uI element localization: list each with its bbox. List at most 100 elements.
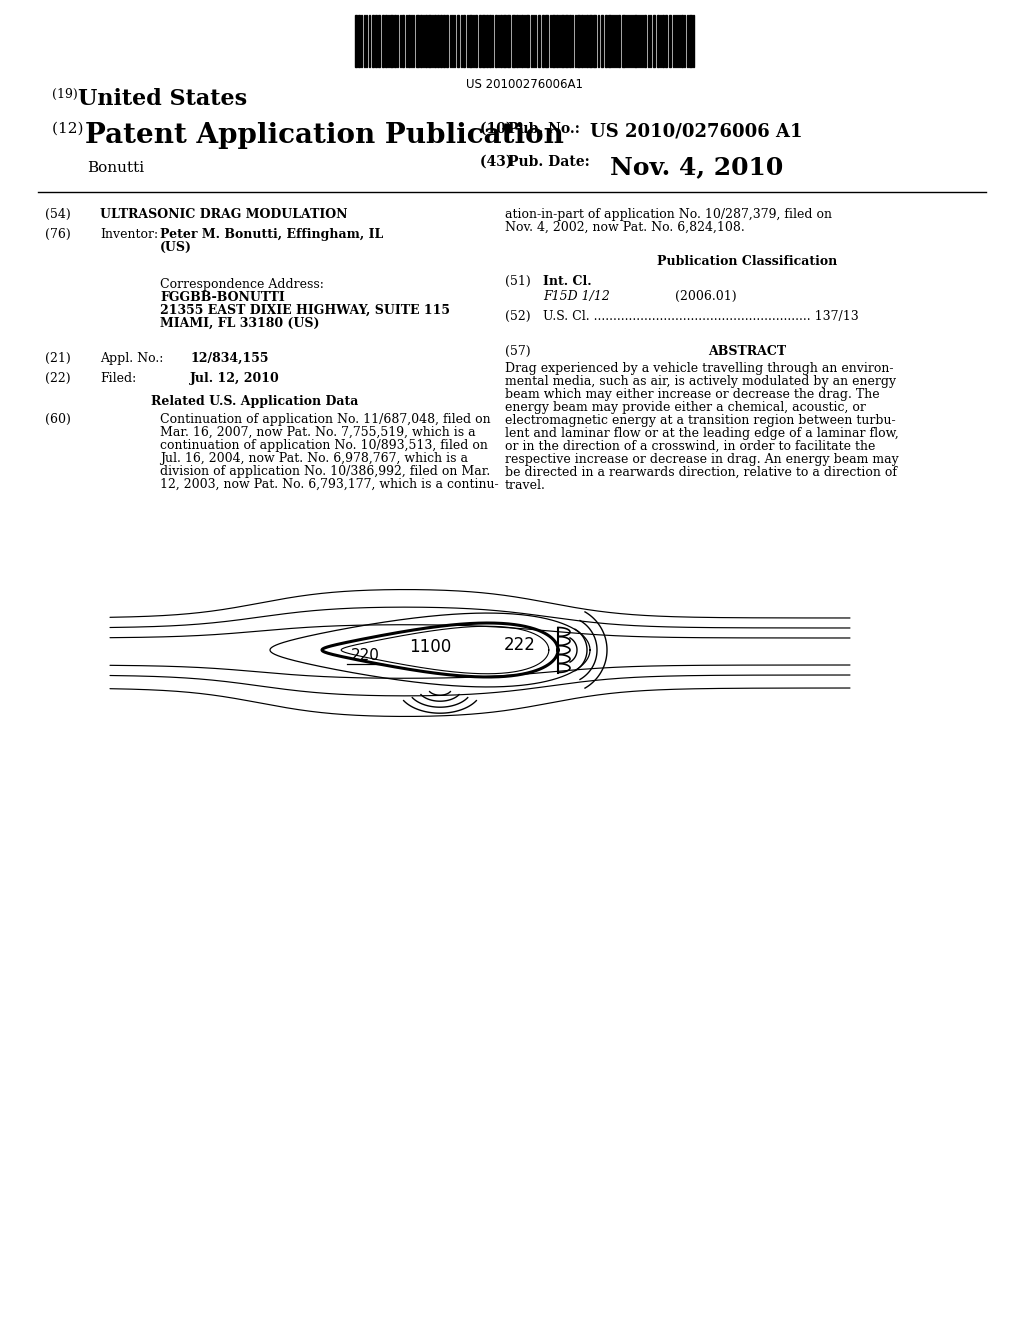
Bar bbox=[521, 15, 523, 67]
Bar bbox=[512, 15, 515, 67]
Text: (2006.01): (2006.01) bbox=[675, 290, 736, 304]
Text: (19): (19) bbox=[52, 88, 82, 102]
Text: mental media, such as air, is actively modulated by an energy: mental media, such as air, is actively m… bbox=[505, 375, 896, 388]
Bar bbox=[446, 15, 449, 67]
Bar bbox=[561, 15, 564, 67]
Bar bbox=[482, 15, 485, 67]
Bar bbox=[634, 15, 637, 67]
Bar bbox=[577, 15, 580, 67]
Text: US 2010/0276006 A1: US 2010/0276006 A1 bbox=[590, 121, 803, 140]
Bar bbox=[507, 15, 510, 67]
Bar bbox=[669, 15, 671, 67]
Text: Correspondence Address:: Correspondence Address: bbox=[160, 279, 324, 290]
Text: (54): (54) bbox=[45, 209, 71, 220]
Text: 220: 220 bbox=[350, 648, 380, 663]
Text: lent and laminar flow or at the leading edge of a laminar flow,: lent and laminar flow or at the leading … bbox=[505, 426, 899, 440]
Text: FGGBB-BONUTTI: FGGBB-BONUTTI bbox=[160, 290, 285, 304]
Bar bbox=[657, 15, 659, 67]
Bar bbox=[593, 15, 596, 67]
Bar bbox=[689, 15, 692, 67]
Text: (22): (22) bbox=[45, 372, 71, 385]
Text: division of application No. 10/386,992, filed on Mar.: division of application No. 10/386,992, … bbox=[160, 465, 490, 478]
Bar bbox=[469, 15, 472, 67]
Bar bbox=[622, 15, 625, 67]
Text: 12, 2003, now Pat. No. 6,793,177, which is a continu-: 12, 2003, now Pat. No. 6,793,177, which … bbox=[160, 478, 499, 491]
Bar bbox=[385, 15, 387, 67]
Text: (21): (21) bbox=[45, 352, 71, 366]
Text: 222: 222 bbox=[504, 636, 536, 653]
Text: travel.: travel. bbox=[505, 479, 546, 492]
Bar bbox=[402, 15, 404, 67]
Text: Nov. 4, 2002, now Pat. No. 6,824,108.: Nov. 4, 2002, now Pat. No. 6,824,108. bbox=[505, 220, 744, 234]
Text: Bonutti: Bonutti bbox=[87, 161, 144, 176]
Text: Filed:: Filed: bbox=[100, 372, 136, 385]
Bar bbox=[408, 15, 410, 67]
Bar bbox=[457, 15, 459, 67]
Bar bbox=[372, 15, 374, 67]
Text: MIAMI, FL 33180 (US): MIAMI, FL 33180 (US) bbox=[160, 317, 319, 330]
Bar bbox=[463, 15, 465, 67]
Bar bbox=[500, 15, 502, 67]
Text: Patent Application Publication: Patent Application Publication bbox=[85, 121, 564, 149]
Bar bbox=[644, 15, 646, 67]
Text: (43): (43) bbox=[480, 154, 517, 169]
Bar bbox=[681, 15, 683, 67]
Bar bbox=[440, 15, 442, 67]
Text: United States: United States bbox=[78, 88, 247, 110]
Bar bbox=[662, 15, 664, 67]
Bar bbox=[503, 15, 506, 67]
Bar bbox=[569, 15, 571, 67]
Text: ABSTRACT: ABSTRACT bbox=[709, 345, 786, 358]
Text: beam which may either increase or decrease the drag. The: beam which may either increase or decrea… bbox=[505, 388, 880, 401]
Bar bbox=[538, 15, 540, 67]
Bar bbox=[665, 15, 667, 67]
Text: (US): (US) bbox=[160, 242, 193, 253]
Text: (52): (52) bbox=[505, 310, 530, 323]
Bar bbox=[382, 15, 384, 67]
Text: continuation of application No. 10/893,513, filed on: continuation of application No. 10/893,5… bbox=[160, 440, 487, 451]
Bar bbox=[355, 15, 357, 67]
Bar bbox=[601, 15, 603, 67]
Text: Drag experienced by a vehicle travelling through an environ-: Drag experienced by a vehicle travelling… bbox=[505, 362, 894, 375]
Text: energy beam may provide either a chemical, acoustic, or: energy beam may provide either a chemica… bbox=[505, 401, 866, 414]
Text: Continuation of application No. 11/687,048, filed on: Continuation of application No. 11/687,0… bbox=[160, 413, 490, 426]
Text: Publication Classification: Publication Classification bbox=[657, 255, 838, 268]
Bar bbox=[526, 15, 529, 67]
Bar bbox=[475, 15, 477, 67]
Text: Mar. 16, 2007, now Pat. No. 7,755,519, which is a: Mar. 16, 2007, now Pat. No. 7,755,519, w… bbox=[160, 426, 475, 440]
Text: be directed in a rearwards direction, relative to a direction of: be directed in a rearwards direction, re… bbox=[505, 466, 897, 479]
Text: F15D 1/12: F15D 1/12 bbox=[543, 290, 610, 304]
Text: (76): (76) bbox=[45, 228, 71, 242]
Text: Peter M. Bonutti, Effingham, IL: Peter M. Bonutti, Effingham, IL bbox=[160, 228, 383, 242]
Text: respective increase or decrease in drag. An energy beam may: respective increase or decrease in drag.… bbox=[505, 453, 899, 466]
Bar bbox=[434, 15, 436, 67]
Bar bbox=[552, 15, 555, 67]
Bar bbox=[608, 15, 611, 67]
Text: Appl. No.:: Appl. No.: bbox=[100, 352, 164, 366]
Text: Pub. Date:: Pub. Date: bbox=[508, 154, 590, 169]
Text: Jul. 16, 2004, now Pat. No. 6,978,767, which is a: Jul. 16, 2004, now Pat. No. 6,978,767, w… bbox=[160, 451, 468, 465]
Bar bbox=[390, 15, 393, 67]
Bar bbox=[378, 15, 380, 67]
Text: (51): (51) bbox=[505, 275, 530, 288]
Text: electromagnetic energy at a transition region between turbu-: electromagnetic energy at a transition r… bbox=[505, 414, 896, 426]
Bar bbox=[542, 15, 544, 67]
Bar bbox=[589, 15, 592, 67]
Text: Nov. 4, 2010: Nov. 4, 2010 bbox=[610, 154, 783, 180]
Bar bbox=[586, 15, 588, 67]
Bar bbox=[486, 15, 488, 67]
Bar bbox=[425, 15, 427, 67]
Bar bbox=[556, 15, 558, 67]
Bar bbox=[618, 15, 620, 67]
Text: 21355 EAST DIXIE HIGHWAY, SUITE 115: 21355 EAST DIXIE HIGHWAY, SUITE 115 bbox=[160, 304, 450, 317]
Bar bbox=[495, 15, 497, 67]
Bar bbox=[516, 15, 518, 67]
Bar bbox=[437, 15, 439, 67]
Text: 1100: 1100 bbox=[409, 638, 452, 656]
Text: (10): (10) bbox=[480, 121, 517, 136]
Bar bbox=[416, 15, 419, 67]
Bar bbox=[375, 15, 377, 67]
Text: Jul. 12, 2010: Jul. 12, 2010 bbox=[190, 372, 280, 385]
Bar bbox=[420, 15, 422, 67]
Text: Inventor:: Inventor: bbox=[100, 228, 158, 242]
